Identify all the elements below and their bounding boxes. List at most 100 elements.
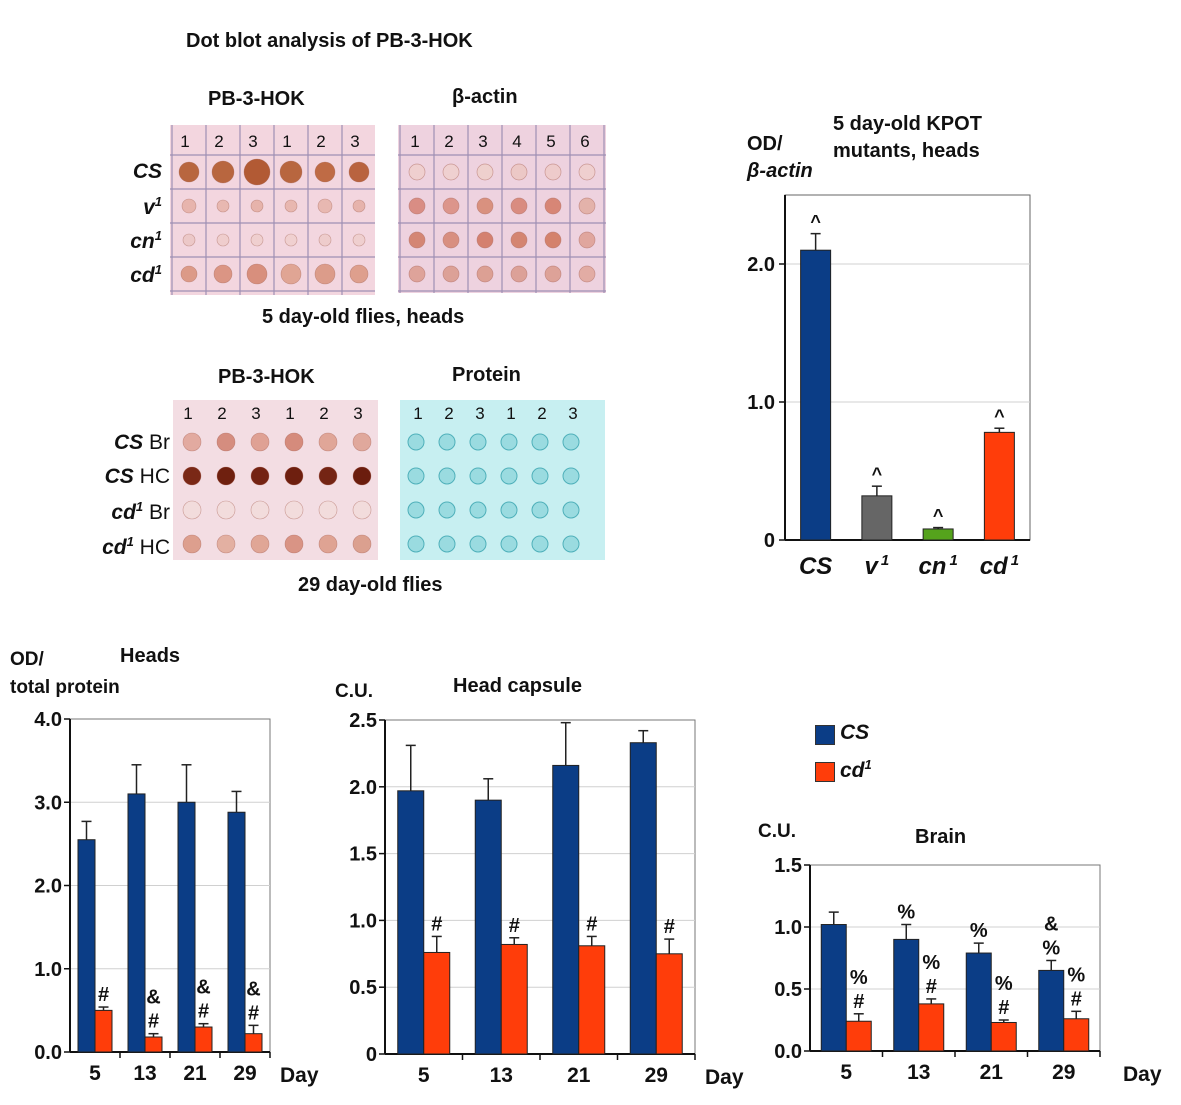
brain-ytick-label: 0.5 — [774, 979, 802, 1001]
blot1-actin-dot — [408, 265, 426, 283]
blot2-pb3hok-membrane — [173, 400, 378, 560]
heads-bar-cd1-day5 — [94, 1009, 113, 1053]
blot2-protein-dot — [562, 501, 580, 519]
blot1-row-label-cn1: cn1 — [130, 228, 162, 253]
kpot-bar-cn1 — [922, 528, 954, 541]
kpot-bar-cd1 — [983, 431, 1015, 541]
headcapsule-xtick-label: 21 — [567, 1064, 591, 1087]
blot1-actin-dot — [476, 265, 494, 283]
blot2-pb3hok-spots — [182, 432, 372, 554]
brain-bar-cd1-day5 — [845, 1020, 872, 1052]
legend-label-cd1: cd1 — [840, 757, 872, 782]
kpot-ytick-label: 0 — [764, 530, 775, 552]
blot1-actin-dot — [544, 197, 562, 215]
blot2-left-lane-6: 3 — [353, 404, 363, 423]
blot1-right-lane-1: 1 — [410, 132, 420, 151]
blot2-left-lane-3: 3 — [251, 404, 261, 423]
blot2-protein-dot — [438, 433, 456, 451]
brain-bar-cd1-day21 — [990, 1021, 1017, 1052]
blot1-left-lane-6: 3 — [350, 132, 360, 151]
blot2-pb3hok-dot — [250, 500, 270, 520]
headcapsule-annotation: # — [509, 915, 520, 937]
headcapsule-bar-cs-day29 — [629, 742, 657, 1055]
blot1-actin-dot — [408, 197, 426, 215]
kpot-xtick-label-cs: CS — [799, 553, 832, 580]
blot1-actin-dot — [510, 265, 528, 283]
chart-kpot: 5 day-old KPOT mutants, heads OD/β-actin 0 1… — [746, 113, 1031, 580]
blot1-actin-dot — [544, 163, 562, 181]
blot2-right-title: Protein — [452, 364, 521, 386]
blot2-row-label-cd1-br: cd1 Br — [111, 499, 170, 524]
blot2-row-label-cs-br: CS Br — [113, 431, 170, 454]
blot1-left-lane-1: 1 — [180, 132, 190, 151]
blot2-protein-dot — [531, 501, 549, 519]
blot1-pb3hok-dot — [250, 233, 264, 247]
blot1-pb3hok-dot — [243, 158, 271, 186]
blot2-protein-dot — [500, 467, 518, 485]
brain-annotation: & — [1044, 913, 1058, 935]
brain-annotation: # — [926, 976, 937, 998]
headcapsule-annotation: # — [586, 913, 597, 935]
brain-xtick-label: 5 — [840, 1061, 852, 1084]
blot2-protein-dot — [407, 535, 425, 553]
legend-swatch-cs — [815, 725, 835, 745]
blot2-left-title: PB-3-HOK — [218, 366, 315, 388]
blot1-pb3hok-grid — [170, 125, 377, 295]
blot1-right-lane-2: 2 — [444, 132, 454, 151]
kpot-annotation-cd1: ^ — [994, 406, 1005, 426]
blot1-actin-dot — [510, 231, 528, 249]
figure-title: Dot blot analysis of PB-3-HOK — [186, 30, 473, 52]
heads-bar-cd1-day29 — [244, 1033, 263, 1053]
blot2-protein-dot — [438, 501, 456, 519]
heads-annotation: # — [198, 1001, 209, 1023]
blot1-caption: 5 day-old flies, heads — [262, 306, 465, 328]
blot2-pb3hok-dot — [284, 534, 304, 554]
blot2-left-lane-2: 2 — [217, 404, 227, 423]
headcapsule-bar-cs-day5 — [397, 790, 425, 1055]
brain-annotation: % — [922, 952, 940, 974]
blot2-protein-membrane — [400, 400, 605, 560]
blot2-pb3hok-dot — [216, 432, 236, 452]
blot1-left-lane-3: 3 — [248, 132, 258, 151]
blot1-actin-dot — [408, 163, 426, 181]
heads-xtick-label: 29 — [233, 1062, 256, 1085]
headcapsule-ytick-label: 0.5 — [349, 977, 377, 999]
brain-ylabel-line1: C.U. — [758, 821, 796, 842]
blot2-pb3hok-dot — [284, 500, 304, 520]
blot2-protein-dot — [407, 433, 425, 451]
blot1-pb3hok-dot — [348, 161, 370, 183]
blot1-actin-membrane — [398, 125, 606, 293]
blot1-actin-dot — [442, 231, 460, 249]
blot2-row-label-cd1-hc: cd1 HC — [102, 534, 170, 559]
chart-heads: Heads OD/total protein 0.0 1.0 2.0 3.0 4.0 5 #13… — [10, 645, 319, 1087]
blot1-right-title: β-actin — [452, 86, 518, 108]
blot2-pb3hok-dot — [318, 500, 338, 520]
blot1-right-lane-3: 3 — [478, 132, 488, 151]
blot1-pb3hok-dot — [352, 233, 366, 247]
heads-xtick-label: 5 — [89, 1062, 101, 1085]
blot1-left-lane-2: 2 — [214, 132, 224, 151]
brain-annotation: % — [970, 920, 988, 942]
blot2-protein-dot — [438, 535, 456, 553]
blot2-right-lane-1: 1 — [413, 404, 423, 423]
heads-annotation: # — [248, 1002, 259, 1024]
blot1-right-lane-5: 5 — [546, 132, 556, 151]
blot2-protein-dot — [469, 501, 487, 519]
kpot-bar-v1 — [861, 495, 893, 541]
headcapsule-xtick-label: 5 — [418, 1064, 430, 1087]
heads-xtick-label: 21 — [183, 1062, 207, 1085]
brain-annotation: # — [1071, 988, 1082, 1010]
legend-label-cs: CS — [840, 721, 870, 744]
blot1-pb3hok-dot — [250, 199, 264, 213]
blot2-pb3hok-dot — [216, 534, 236, 554]
kpot-ylabel-line2: β-actin — [746, 160, 813, 182]
heads-bar-cd1-day21 — [194, 1026, 213, 1053]
headcapsule-xtick-label: 29 — [645, 1064, 668, 1087]
heads-annotation: # — [98, 984, 109, 1006]
heads-bar-cs-day13 — [127, 793, 146, 1053]
heads-ytick-label: 0.0 — [34, 1042, 62, 1064]
blot2-left-lane-5: 2 — [319, 404, 329, 423]
brain-bar-cs-day5 — [820, 924, 847, 1052]
blot1-actin-dot — [578, 231, 596, 249]
heads-annotation: & — [246, 978, 260, 1000]
